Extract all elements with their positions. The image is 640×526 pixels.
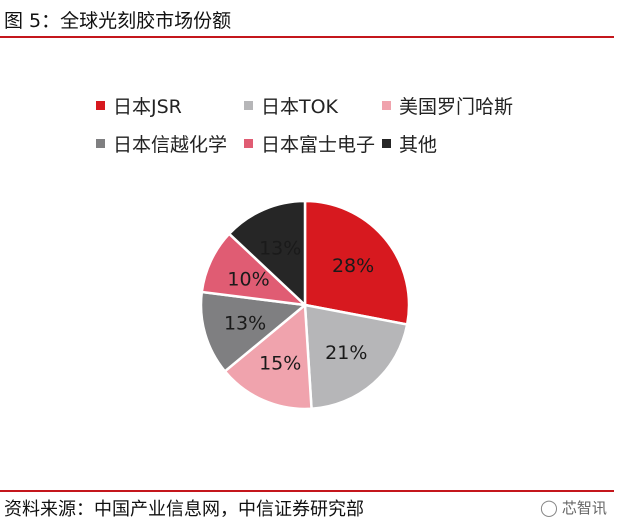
legend-item-tok: 日本TOK (244, 92, 382, 119)
pie-slice (303, 303, 409, 411)
source-note: 资料来源：中国产业信息网，中信证券研究部 (4, 499, 364, 520)
slice-label: 13% (224, 312, 266, 334)
legend-swatch (96, 138, 105, 148)
slice-label: 21% (325, 342, 367, 364)
legend-swatch (96, 100, 105, 110)
legend-label: 其他 (399, 133, 438, 156)
legend-label: 美国罗门哈斯 (399, 95, 514, 118)
legend-swatch (244, 100, 253, 110)
legend-swatch (382, 138, 391, 148)
legend-item-rohm-haas: 美国罗门哈斯 (382, 92, 513, 119)
title-divider (0, 36, 614, 38)
chart-legend: 日本JSR 日本TOK 美国罗门哈斯 日本信越化学 日本富士电子 其他 (96, 86, 566, 162)
pie-slice (227, 199, 307, 308)
legend-label: 日本富士电子 (261, 133, 376, 156)
legend-label: 日本TOK (261, 95, 339, 118)
footer-divider (0, 490, 614, 492)
wechat-icon: ◯ (540, 498, 558, 517)
slice-label: 28% (332, 255, 374, 277)
watermark-text: 芯智讯 (561, 499, 607, 517)
legend-item-other: 其他 (382, 130, 437, 157)
figure-title: 图 5：全球光刻胶市场份额 (4, 10, 232, 32)
watermark: ◯ 芯智讯 (540, 497, 607, 518)
pie-slice (303, 199, 411, 326)
legend-item-shin-etsu: 日本信越化学 (96, 130, 244, 157)
slice-label: 15% (259, 352, 301, 374)
pie-slice (223, 302, 313, 411)
slice-label: 13% (259, 238, 301, 260)
legend-swatch (382, 100, 391, 110)
legend-item-fujifilm: 日本富士电子 (244, 130, 382, 157)
legend-label: 日本信越化学 (113, 133, 228, 156)
legend-row: 日本信越化学 日本富士电子 其他 (96, 124, 566, 162)
legend-item-jsr: 日本JSR (96, 92, 244, 119)
legend-row: 日本JSR 日本TOK 美国罗门哈斯 (96, 86, 566, 124)
pie-slice (199, 290, 309, 374)
legend-label: 日本JSR (113, 95, 182, 118)
slice-label: 10% (227, 268, 269, 290)
legend-swatch (244, 138, 253, 148)
